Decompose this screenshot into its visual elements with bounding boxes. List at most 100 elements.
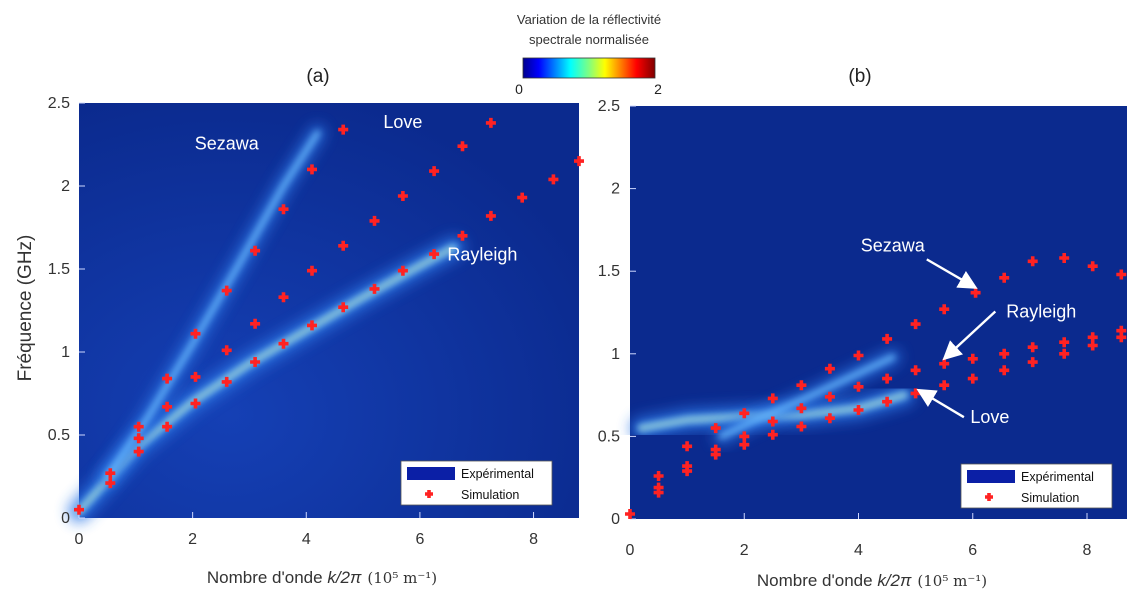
simulation-point (1027, 357, 1038, 368)
mode-annotation-love: Love (383, 112, 422, 132)
simulation-point (882, 333, 893, 344)
simulation-point (967, 373, 978, 384)
simulation-point (625, 509, 635, 519)
simulation-point (739, 431, 750, 442)
y-tick-label: 2 (611, 181, 620, 198)
mode-annotation-rayleigh: Rayleigh (1006, 301, 1076, 321)
x-tick-label: 4 (854, 542, 863, 559)
colorbar-title-line1: Variation de la réflectivité (517, 12, 661, 27)
simulation-point (967, 353, 978, 364)
simulation-point (1087, 261, 1098, 272)
simulation-point (105, 468, 116, 479)
panel-b-simulation-points (625, 253, 1127, 519)
simulation-point (999, 272, 1010, 283)
simulation-point (999, 365, 1010, 376)
x-tick-label: 2 (740, 542, 749, 559)
simulation-point (307, 320, 317, 331)
simulation-point (1116, 269, 1127, 280)
simulation-point (369, 283, 380, 294)
y-tick-label: 2.5 (48, 95, 70, 112)
legend-simulation-label: Simulation (1021, 491, 1079, 505)
simulation-point (999, 348, 1010, 359)
xlabel-unit: (10⁵ m⁻¹) (367, 569, 437, 587)
panel-b-legend: Expérimental Simulation (960, 463, 1113, 509)
simulation-point (162, 373, 173, 384)
x-tick-label: 0 (626, 542, 635, 559)
simulation-point (767, 416, 778, 427)
simulation-point (739, 408, 750, 419)
y-tick-label: 1 (61, 344, 70, 361)
simulation-point (162, 421, 173, 432)
simulation-point (853, 405, 864, 415)
experimental-mode-core (77, 246, 456, 513)
colorbar: Variation de la réflectivité spectrale n… (515, 12, 662, 97)
colorbar-title-line2: spectrale normalisée (529, 32, 649, 47)
simulation-point (190, 371, 201, 382)
xlabel-variable: k/2π (327, 568, 362, 587)
x-tick-label: 0 (75, 531, 84, 548)
simulation-point (429, 249, 440, 260)
simulation-point (653, 471, 664, 481)
panel-a-xlabel: Nombre d'onde k/2π (10⁵ m⁻¹) (207, 568, 437, 587)
panel-a: 0 2 4 6 8 0 0.5 1 1.5 2 2.5 Sezawa Love Rayleigh Exp… (48, 95, 584, 587)
simulation-point (250, 318, 261, 329)
simulation-point (796, 380, 807, 391)
simulation-point (796, 421, 807, 432)
xlabel-prefix: Nombre d'onde (757, 571, 877, 590)
mode-annotation-sezawa: Sezawa (861, 235, 926, 255)
simulation-point (910, 319, 921, 330)
panel-a-legend: Expérimental Simulation (400, 460, 553, 506)
simulation-point (250, 357, 261, 367)
legend-experimental-label: Expérimental (1021, 470, 1094, 484)
simulation-point (105, 478, 116, 489)
legend-experimental-label: Expérimental (461, 467, 534, 481)
colorbar-min-label: 0 (515, 81, 523, 97)
panel-b: 0 2 4 6 8 0 0.5 1 1.5 2 2.5 Sezawa Rayleigh Love Exp… (598, 98, 1127, 590)
xlabel-unit: (10⁵ m⁻¹) (917, 572, 987, 590)
legend-simulation-marker (425, 490, 433, 498)
y-tick-label: 1 (611, 346, 620, 363)
panel-a-ticks: 0 2 4 6 8 0 0.5 1 1.5 2 2.5 (48, 95, 538, 548)
simulation-point (882, 396, 893, 407)
panel-a-simulation-points (74, 117, 584, 515)
simulation-point (457, 141, 468, 152)
simulation-point (682, 461, 693, 472)
experimental-mode-core (640, 393, 906, 430)
x-tick-label: 6 (415, 531, 424, 548)
simulation-point (882, 373, 893, 384)
simulation-point (278, 204, 289, 215)
simulation-point (190, 328, 201, 339)
simulation-point (369, 215, 380, 226)
simulation-point (278, 338, 289, 349)
simulation-point (710, 423, 721, 434)
legend-experimental-swatch (407, 467, 455, 480)
colorbar-max-label: 2 (654, 81, 662, 97)
simulation-point (485, 117, 496, 128)
panel-label-b: (b) (848, 66, 871, 87)
simulation-point (133, 433, 144, 444)
y-tick-label: 0 (611, 511, 620, 528)
x-tick-label: 2 (188, 531, 197, 548)
simulation-point (767, 393, 778, 404)
mode-annotation-sezawa: Sezawa (195, 133, 260, 153)
y-tick-label: 1.5 (598, 263, 620, 280)
mode-annotation-love: Love (970, 407, 1009, 427)
panel-a-annotations: Sezawa Love Rayleigh (195, 112, 518, 265)
simulation-point (162, 401, 173, 412)
simulation-point (853, 350, 864, 361)
simulation-point (710, 444, 721, 455)
simulation-point (548, 174, 559, 185)
simulation-point (190, 398, 201, 409)
annotation-arrow (926, 258, 978, 289)
simulation-point (278, 292, 289, 303)
annotation-arrow (942, 310, 997, 361)
simulation-point (910, 365, 921, 376)
simulation-point (853, 381, 864, 392)
simulation-point (221, 285, 232, 296)
y-tick-label: 0.5 (48, 427, 70, 444)
simulation-point (1059, 253, 1070, 263)
simulation-point (429, 166, 440, 177)
simulation-point (653, 482, 664, 493)
y-tick-label: 0.5 (598, 428, 620, 445)
